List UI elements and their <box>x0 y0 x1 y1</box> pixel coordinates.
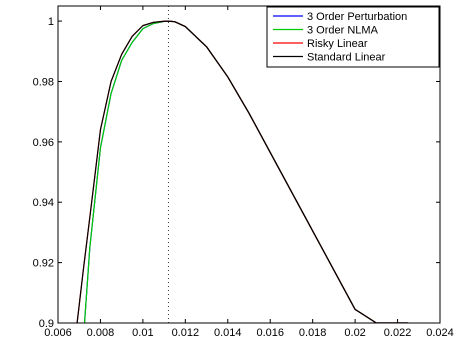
x-tick-label: 0.016 <box>256 327 284 339</box>
axes-layer: 0.006 0.008 0.01 0.012 0.014 0.016 0.018 0.02 0.… <box>33 5 454 339</box>
y-tick-label: 0.9 <box>39 318 54 330</box>
y-tick-label: 0.98 <box>33 76 54 88</box>
legend-label-4: Standard Linear <box>307 52 386 64</box>
x-tick-label: 0.008 <box>87 327 115 339</box>
y-tick-label: 0.92 <box>33 258 54 270</box>
x-tick-label: 0.022 <box>384 327 412 339</box>
legend-label-2: 3 Order NLMA <box>307 25 379 37</box>
x-tick-label: 0.024 <box>426 327 454 339</box>
y-tick-label: 0.96 <box>33 137 54 149</box>
axes-frame <box>57 5 441 324</box>
x-tick-label: 0.012 <box>172 327 200 339</box>
series-line-4 <box>76 20 409 323</box>
x-tick-label: 0.02 <box>344 327 365 339</box>
x-tick-label: 0.006 <box>44 327 72 339</box>
x-tick-label: 0.018 <box>299 327 327 339</box>
legend-label-1: 3 Order Perturbation <box>307 11 407 23</box>
legend-label-3: Risky Linear <box>307 38 368 50</box>
y-tick-label: 1 <box>48 16 54 28</box>
x-tick-label: 0.01 <box>132 327 153 339</box>
y-tick-label: 0.94 <box>33 197 54 209</box>
x-tick-label: 0.014 <box>214 327 242 339</box>
